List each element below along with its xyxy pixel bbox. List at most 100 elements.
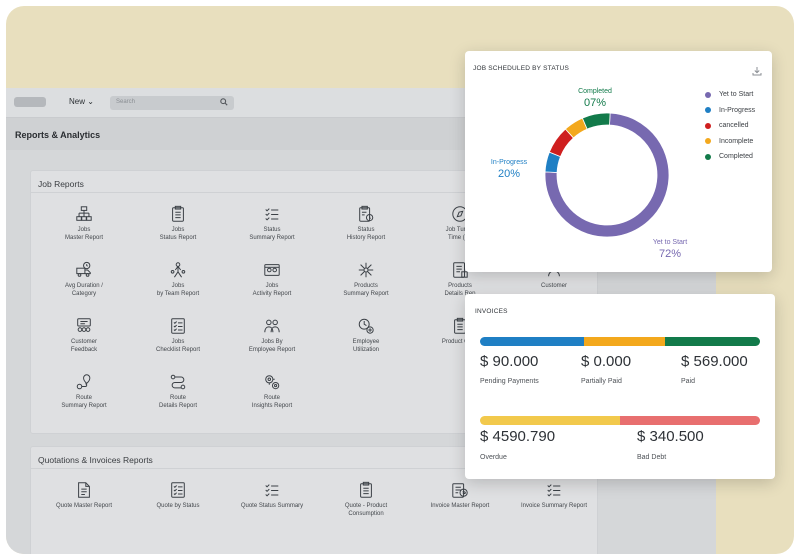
report-tile-label: Employee xyxy=(352,339,380,345)
invoice-bar-segment xyxy=(583,337,665,346)
legend-label: cancelled xyxy=(719,122,749,130)
completed-label-name: Completed xyxy=(578,88,612,95)
new-button[interactable]: New ⌄ xyxy=(69,97,94,106)
donut-slice-yet-to-start[interactable] xyxy=(544,112,670,238)
invoice-icon xyxy=(452,483,468,498)
legend-item-yet-to-start[interactable]: Yet to Start xyxy=(705,87,755,103)
report-tile[interactable]: Jobs Master Report xyxy=(44,205,124,242)
report-tile[interactable]: Customer Feedback xyxy=(44,317,124,354)
report-tile-label: Products xyxy=(448,283,472,289)
report-tile[interactable]: Jobs Status Report xyxy=(138,205,218,242)
checklist-doc-icon xyxy=(171,482,185,498)
report-tile-label: Status xyxy=(263,227,281,233)
invoice-bar-segment xyxy=(664,337,760,346)
report-tile-label: Route xyxy=(263,395,280,401)
new-button-label: New xyxy=(69,97,86,106)
activity-icon xyxy=(264,264,280,276)
truck-clock-icon xyxy=(76,261,91,277)
report-tile[interactable]: Status History Report xyxy=(326,205,406,242)
in-progress-label: In-Progress 20% xyxy=(479,158,539,181)
report-tile[interactable]: Products Details Rep xyxy=(420,261,500,298)
network-icon xyxy=(358,262,374,278)
legend-dot xyxy=(705,153,711,160)
feedback-icon xyxy=(77,318,91,332)
legend-label: In-Progress xyxy=(719,106,756,114)
legend-label: Yet to Start xyxy=(719,91,754,99)
report-tile-label: Jobs xyxy=(171,283,185,289)
report-tile[interactable]: Route Insights Report xyxy=(232,373,312,410)
showcase-frame: New ⌄ Search Reports & Analytics Job Rep… xyxy=(6,6,794,554)
report-tile[interactable]: Jobs by Team Report xyxy=(138,261,218,298)
legend-item-cancelled[interactable]: cancelled xyxy=(705,118,755,134)
job-reports-title: Job Reports xyxy=(38,179,84,189)
report-tile[interactable]: Route Summary Report xyxy=(44,373,124,410)
legend-item-incomplete[interactable]: Incomplete xyxy=(705,134,755,150)
report-tile-sublabel: Activity Report xyxy=(252,291,292,297)
legend-item-in-progress[interactable]: In-Progress xyxy=(705,103,755,119)
clipboard-icon xyxy=(360,481,372,498)
yet-to-start-label-pct: 72% xyxy=(658,248,682,260)
report-tile[interactable]: Invoice Summary Report xyxy=(514,481,594,510)
report-tile[interactable]: Quote Status Summary xyxy=(232,481,312,510)
completed-label-pct: 07% xyxy=(583,97,607,109)
report-tile[interactable]: Quote Master Report xyxy=(44,481,124,510)
report-tile[interactable]: Jobs Checklist Report xyxy=(138,317,218,354)
report-tile-sublabel: Feedback xyxy=(70,347,98,353)
report-tile-label: Jobs xyxy=(171,339,185,345)
report-tile-label: Avg Duration / xyxy=(65,283,103,289)
route-gear-icon xyxy=(265,375,280,390)
chart-legend: Yet to Start In-Progress cancelled Incom… xyxy=(705,87,755,165)
yet-to-start-label: Yet to Start 72% xyxy=(635,238,705,261)
partially-paid-label: Partially Paid xyxy=(581,378,622,385)
clipboard-clock-icon xyxy=(359,205,374,222)
divider xyxy=(31,192,597,193)
report-tile-sublabel: Insights Report xyxy=(251,403,293,409)
report-tile[interactable]: Jobs Activity Report xyxy=(232,261,312,298)
pending-payments-amount: $ 90.000 xyxy=(480,353,539,370)
report-tile-label: Job Turnar xyxy=(445,227,475,233)
report-tile-sublabel: Details Report xyxy=(158,403,197,409)
bad-debt-amount: $ 340.500 xyxy=(637,428,704,445)
overdue-label: Overdue xyxy=(480,454,507,461)
checklist-icon xyxy=(265,484,279,497)
report-tile-sublabel: by Team Report xyxy=(156,291,200,297)
checklist-icon xyxy=(265,208,279,221)
report-tile-sublabel: Time (TA xyxy=(448,235,472,241)
logo xyxy=(14,97,46,107)
download-icon[interactable] xyxy=(752,63,762,81)
report-tile-sublabel: Consumption xyxy=(348,511,384,517)
clipboard-icon xyxy=(172,205,184,222)
report-tile-label: Jobs xyxy=(265,283,279,289)
report-tile-sublabel: Checklist Report xyxy=(155,347,200,353)
report-tile-sublabel: Summary Report xyxy=(61,403,107,409)
report-tile[interactable]: Avg Duration / Category xyxy=(44,261,124,298)
report-tile[interactable]: Products Summary Report xyxy=(326,261,406,298)
report-tile-label: Quote by Status xyxy=(156,503,200,509)
status-donut-chart xyxy=(544,112,670,238)
report-tile-label: Quote Master Report xyxy=(55,503,113,509)
report-tile[interactable]: Jobs By Employee Report xyxy=(232,317,312,354)
search-icon[interactable] xyxy=(220,98,228,108)
report-tile-label: Invoice Master Report xyxy=(430,503,490,509)
overdue-amount: $ 4590.790 xyxy=(480,428,556,445)
report-tile-label: Products xyxy=(354,283,378,289)
legend-dot xyxy=(705,91,711,98)
report-tile[interactable]: Invoice Master Report xyxy=(420,481,500,510)
invoices-panel: INVOICES $ 90.000 Pending Payments $ 0.0… xyxy=(465,294,775,479)
legend-item-completed[interactable]: Completed xyxy=(705,149,755,165)
report-tile[interactable]: Quote by Status xyxy=(138,481,218,510)
job-status-panel: JOB SCHEDULED BY STATUS Completed 07% In… xyxy=(465,51,772,272)
invoice-bar-segment xyxy=(620,416,760,425)
in-progress-label-pct: 20% xyxy=(497,168,521,180)
divider xyxy=(31,468,597,469)
report-tile[interactable]: Employee Utilization xyxy=(326,317,406,354)
document-icon xyxy=(78,482,90,498)
report-tile[interactable]: Route Details Report xyxy=(138,373,218,410)
checklist-icon xyxy=(547,484,561,497)
report-tile-sublabel: Utilization xyxy=(352,347,379,353)
paid-amount: $ 569.000 xyxy=(681,353,748,370)
report-tile[interactable]: Quote - Product Consumption xyxy=(326,481,406,518)
report-tile[interactable]: Status Summary Report xyxy=(232,205,312,242)
donut-slice-completed[interactable] xyxy=(581,112,611,130)
search-input[interactable]: Search xyxy=(110,96,234,110)
